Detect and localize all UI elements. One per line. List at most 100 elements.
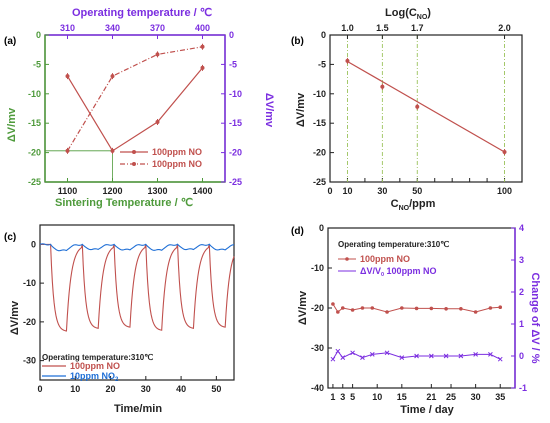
panel-d-data-point <box>360 306 365 310</box>
panel-c-label: (c) <box>4 232 16 243</box>
panel-a-left-axis-title: ΔV/mv <box>6 107 18 142</box>
panel-d-legend-marker <box>345 257 349 261</box>
panel-a-top-tick-label: 400 <box>195 23 210 33</box>
panel-a-chart: Operating temperature / ℃ Sintering Temp… <box>6 7 275 209</box>
panel-d-data-point <box>385 310 389 314</box>
panel-c-y-tick-label: -20 <box>23 317 36 327</box>
panel-d-x-tick-label: 5 <box>350 392 355 402</box>
panel-d-data-point <box>340 355 346 360</box>
panel-d-data-point <box>497 356 503 362</box>
panel-a-data-point <box>110 74 115 79</box>
panel-a-right-tick-label: 0 <box>229 30 234 40</box>
panel-c-x-axis-title: Time/min <box>114 403 162 415</box>
panel-d-left-tick-label: 0 <box>319 223 324 233</box>
panel-b-y-tick-label: -25 <box>313 177 326 187</box>
panel-b-top-axis-title: Log(CNO) <box>385 7 431 21</box>
panel-a-legend-marker <box>132 150 136 154</box>
panel-a-right-tick-label: -10 <box>229 89 242 99</box>
panel-b-x-axis-title: CNO/ppm <box>391 198 436 212</box>
panel-a-right-tick-label: -25 <box>229 177 242 187</box>
panel-c-x-tick-label: 20 <box>106 384 116 394</box>
panel-b-chart: Log(CNO) CNO/ppm ΔV/mv 0-5-10-15-20-250 1… <box>295 7 523 212</box>
panel-b-y-axis-title: ΔV/mv <box>295 92 307 127</box>
panel-d-data-point <box>335 348 341 354</box>
panel-b-data-point <box>415 104 420 109</box>
panel-d-x-tick-label: 21 <box>426 392 436 402</box>
panel-d-data-point <box>458 353 464 359</box>
panel-b-y-tick-label: 0 <box>321 30 326 40</box>
panel-a-left-tick-label: 0 <box>36 30 41 40</box>
panel-d-right-tick-label: 0 <box>519 351 524 361</box>
panel-d-data-point <box>444 307 448 311</box>
panel-c-legend-label-no2: 10ppm NO2 <box>70 371 119 383</box>
panel-d-data-point <box>473 352 478 357</box>
panel-a-top-tick-label: 340 <box>105 23 120 33</box>
panel-d-x-tick-label: 10 <box>372 392 382 402</box>
panel-b-y-tick-label: -10 <box>313 89 326 99</box>
panel-d-x-tick-label: 15 <box>397 392 407 402</box>
panel-c-y-tick-label: -30 <box>23 356 36 366</box>
panel-b-data-point <box>502 150 507 155</box>
panel-d-data-point <box>384 350 390 356</box>
panel-a-bottom-tick-label: 1400 <box>192 186 212 196</box>
panel-c-legend-label: 100ppm NO <box>70 361 120 371</box>
panel-a-data-point <box>155 120 160 125</box>
panel-a-top-axis-title: Operating temperature / ℃ <box>72 7 212 19</box>
panel-d-legend-text-part: 100ppm NO <box>384 266 437 276</box>
panel-b-x-tick-label: 30 <box>377 186 387 196</box>
panel-c-legend-subscript: 2 <box>115 377 119 383</box>
panel-d-data-point <box>350 350 355 356</box>
panel-d-data-point <box>473 310 478 314</box>
panel-b-fit-line <box>347 60 505 153</box>
panel-a-series-line <box>66 67 203 152</box>
panel-b-data-point <box>380 84 385 89</box>
panel-a-label: (a) <box>4 36 16 47</box>
panel-b-top-tick-label: 2.0 <box>498 23 511 33</box>
panel-b-plot-frame <box>329 34 523 183</box>
panel-d-right-axis-title: Change of ΔV / % <box>529 272 541 363</box>
panel-a-right-tick-label: -5 <box>229 59 237 69</box>
panel-d-legend-text-part: ΔV/V <box>360 266 381 276</box>
panel-c-x-tick-label: 30 <box>141 384 151 394</box>
panel-b-x-tick-label: 10 <box>342 186 352 196</box>
panel-a-left-tick-label: -10 <box>28 89 41 99</box>
panel-a-data-point <box>65 74 70 79</box>
panel-d-label: (d) <box>291 226 304 237</box>
panel-d-x-tick-label: 1 <box>330 392 335 402</box>
panel-d-data-point <box>340 306 345 310</box>
panel-c-x-tick-label: 40 <box>176 384 186 394</box>
panel-d-data-point <box>429 306 434 311</box>
panel-d-legend-text-part: 0 <box>381 272 384 278</box>
panel-d-data-point <box>488 352 493 357</box>
panel-b-x-tick-label: 0 <box>327 186 332 196</box>
panel-d-data-point <box>399 355 405 360</box>
panel-c-series-line <box>40 243 235 332</box>
panel-b-top-tick-label: 1.7 <box>411 23 424 33</box>
panel-a-data-point <box>200 44 205 49</box>
panel-a-top-tick-label: 310 <box>60 23 75 33</box>
panel-c-y-tick-label: -10 <box>23 278 36 288</box>
panel-a-right-tick-label: -20 <box>229 148 242 158</box>
panel-c-x-tick-label: 50 <box>211 384 221 394</box>
panel-a-bottom-tick-label: 1200 <box>102 186 122 196</box>
panel-d-data-point <box>350 308 355 312</box>
panel-d-data-point <box>370 306 375 310</box>
panel-a-bottom-tick-label: 1100 <box>58 186 78 196</box>
panel-a-top-tick-label: 370 <box>150 23 165 33</box>
panel-a-right-tick-label: -15 <box>229 118 242 128</box>
panel-a-legend-label: 100ppm NO <box>152 159 202 169</box>
panel-a-series-line <box>66 46 203 152</box>
panel-d-right-tick-label: -1 <box>519 383 527 393</box>
panel-d-x-tick-label: 25 <box>446 392 456 402</box>
panel-a-data-point <box>155 52 160 57</box>
panel-d-left-tick-label: -40 <box>311 383 324 393</box>
panel-d-legend-label-ratio: ΔV/V0 100ppm NO <box>360 266 437 278</box>
panel-d-data-point <box>330 356 336 362</box>
panel-d-x-axis-title: Time / day <box>400 404 454 416</box>
panel-d-data-point <box>369 352 375 357</box>
panel-a-legend-marker <box>132 162 136 166</box>
panel-a-left-tick-label: -15 <box>28 118 41 128</box>
panel-d-x-tick-label: 30 <box>471 392 481 402</box>
panel-b-y-tick-label: -20 <box>313 148 326 158</box>
